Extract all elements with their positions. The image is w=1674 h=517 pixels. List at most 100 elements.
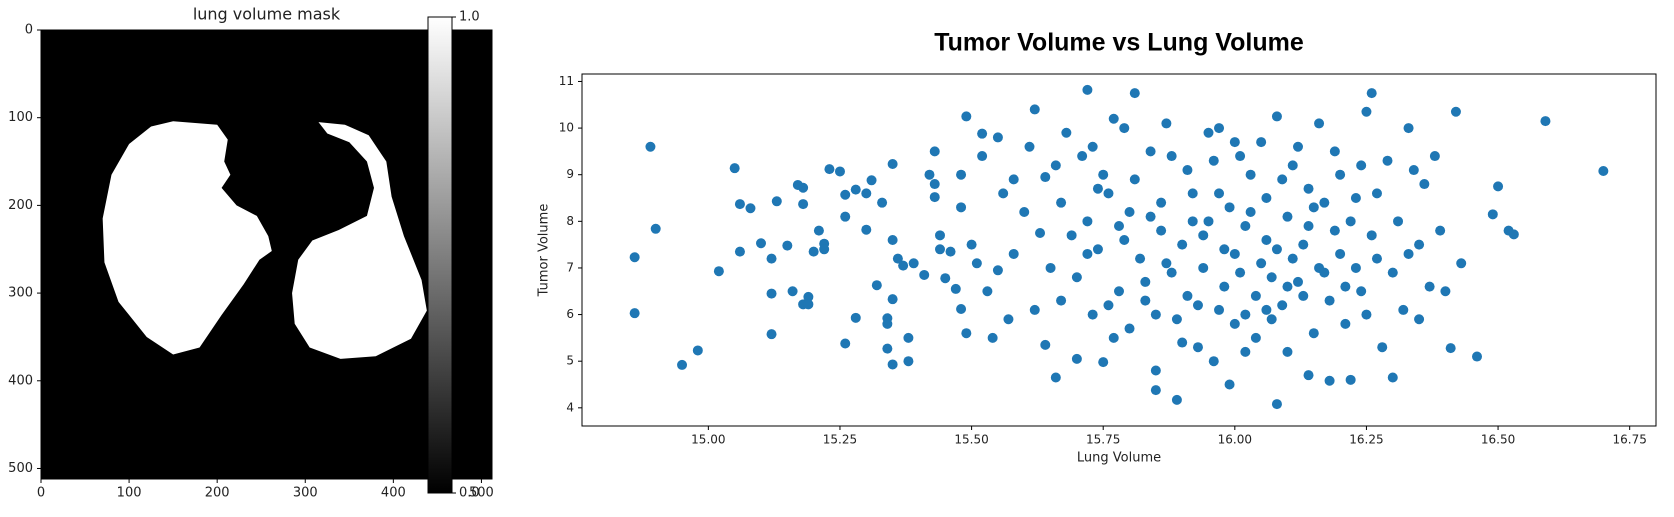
- data-point: [1293, 276, 1303, 287]
- data-point: [1114, 220, 1124, 231]
- data-point: [1092, 183, 1103, 194]
- data-point: [1314, 262, 1325, 273]
- x-tick-label: 16.25: [1349, 433, 1383, 447]
- colorbar-tick-label: 0.0: [459, 486, 480, 501]
- data-point: [887, 359, 898, 370]
- data-point: [1050, 372, 1061, 383]
- data-point: [1082, 84, 1093, 95]
- y-tick-label: 6: [566, 307, 574, 321]
- data-point: [1403, 248, 1414, 259]
- data-point: [1045, 262, 1056, 273]
- data-point: [1071, 272, 1082, 283]
- data-point: [1124, 207, 1135, 218]
- data-point: [987, 332, 998, 343]
- data-point: [887, 294, 898, 305]
- data-point: [1156, 225, 1167, 236]
- data-point: [1129, 88, 1140, 99]
- data-point: [1261, 193, 1272, 204]
- data-point: [1287, 253, 1298, 264]
- data-point: [1245, 207, 1256, 218]
- data-point: [1214, 188, 1225, 199]
- y-tick-label: 7: [566, 260, 574, 274]
- data-point: [1108, 113, 1119, 124]
- data-point: [1329, 225, 1340, 236]
- data-point: [1040, 339, 1051, 350]
- data-point: [887, 234, 898, 245]
- data-point: [798, 182, 809, 193]
- data-point: [1419, 179, 1430, 190]
- data-point: [650, 223, 661, 234]
- data-point: [871, 280, 882, 291]
- data-point: [782, 240, 793, 251]
- data-point: [1198, 262, 1209, 273]
- data-point: [1435, 225, 1446, 236]
- data-point: [977, 151, 988, 162]
- data-point: [1403, 123, 1414, 134]
- data-point: [1166, 151, 1177, 162]
- data-point: [1356, 286, 1367, 297]
- data-point: [1061, 127, 1072, 138]
- data-point: [929, 146, 940, 157]
- data-point: [919, 269, 930, 280]
- data-point: [1250, 332, 1261, 343]
- data-point: [887, 158, 898, 169]
- data-point: [798, 199, 809, 210]
- data-point: [803, 299, 814, 310]
- data-point: [935, 230, 945, 241]
- data-point: [1298, 290, 1309, 301]
- data-point: [1256, 137, 1267, 148]
- data-point: [1150, 309, 1161, 320]
- y-tick-label: 200: [8, 198, 33, 213]
- data-point: [803, 291, 814, 302]
- data-point: [1250, 290, 1261, 301]
- chart-title: Tumor Volume vs Lung Volume: [934, 29, 1304, 57]
- data-point: [1029, 304, 1040, 315]
- data-point: [1103, 188, 1114, 199]
- y-tick-label: 400: [8, 373, 33, 388]
- x-tick-label: 15.00: [691, 433, 725, 447]
- y-tick-label: 500: [8, 461, 33, 476]
- data-point: [1366, 230, 1377, 241]
- data-point: [1319, 197, 1330, 208]
- data-point: [1487, 209, 1498, 220]
- x-tick-label: 400: [381, 486, 406, 501]
- data-point: [1493, 181, 1504, 192]
- data-point: [1098, 357, 1109, 368]
- data-point: [729, 163, 740, 174]
- data-point: [1340, 318, 1351, 329]
- y-tick-label: 300: [8, 286, 33, 301]
- data-point: [1140, 295, 1151, 306]
- data-point: [1161, 118, 1172, 129]
- data-point: [1203, 216, 1214, 227]
- data-point: [813, 225, 824, 236]
- data-point: [756, 238, 766, 249]
- data-point: [1229, 318, 1240, 329]
- data-point: [1450, 106, 1461, 117]
- x-tick-label: 15.75: [1086, 433, 1120, 447]
- data-point: [1445, 343, 1456, 354]
- data-point: [882, 318, 893, 329]
- data-point: [1277, 300, 1288, 311]
- data-point: [1229, 137, 1240, 148]
- data-point: [908, 258, 919, 269]
- data-point: [1108, 332, 1119, 343]
- data-point: [1077, 151, 1088, 162]
- data-point: [935, 244, 945, 255]
- data-point: [1056, 197, 1067, 208]
- data-point: [1303, 220, 1314, 231]
- data-point: [1314, 118, 1325, 129]
- x-tick-label: 16.50: [1481, 433, 1515, 447]
- data-point: [898, 260, 909, 271]
- y-axis-label: Tumor Volume: [537, 204, 552, 298]
- data-point: [787, 286, 798, 297]
- axes-frame: [40, 29, 493, 480]
- data-point: [1024, 141, 1035, 152]
- data-point: [1308, 202, 1319, 213]
- data-point: [1187, 216, 1198, 227]
- data-point: [745, 203, 756, 214]
- data-point: [956, 169, 967, 180]
- data-point: [1271, 399, 1282, 410]
- data-point: [824, 164, 835, 175]
- data-point: [1335, 169, 1346, 180]
- data-point: [1371, 188, 1382, 199]
